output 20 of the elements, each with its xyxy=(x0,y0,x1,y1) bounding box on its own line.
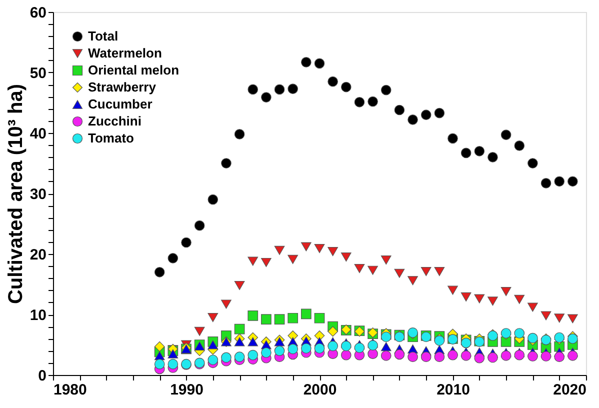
y-tick-label: 10 xyxy=(30,307,46,324)
legend-label: Tomato xyxy=(88,130,134,146)
legend-label: Strawberry xyxy=(88,80,157,94)
y-axis-title: Cultivated area (10³ ha) xyxy=(4,84,27,304)
legend-label: Zucchini xyxy=(88,114,142,128)
x-tick-label: 1990 xyxy=(170,382,204,398)
legend-label: Watermelon xyxy=(88,46,162,60)
y-tick-label: 50 xyxy=(30,65,46,82)
y-tick-label: 60 xyxy=(30,4,46,22)
legend-label: Cucumber xyxy=(88,96,152,112)
x-tick-label: 2000 xyxy=(303,382,337,398)
y-tick-label: 40 xyxy=(30,126,46,142)
legend-label: Oriental melon xyxy=(88,62,180,78)
y-tick-label: 30 xyxy=(30,186,46,203)
x-tick-label: 1980 xyxy=(54,382,87,398)
y-tick-label: 20 xyxy=(30,246,46,264)
legend-label: Total xyxy=(88,28,118,44)
x-tick-label: 2010 xyxy=(436,382,470,398)
x-tick-label: 2020 xyxy=(553,382,586,398)
y-tick-label: 0 xyxy=(38,368,46,384)
